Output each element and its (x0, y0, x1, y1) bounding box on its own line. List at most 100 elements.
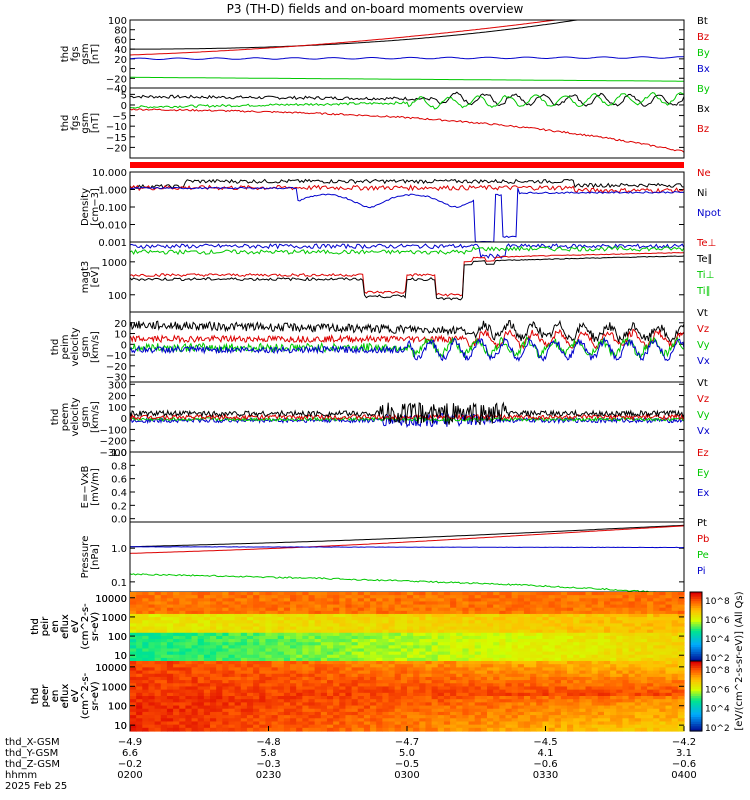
spectrogram-cell (265, 598, 273, 603)
spectrogram-cell (499, 595, 507, 599)
spectrogram-cell (468, 696, 476, 700)
spectrogram-cell (554, 667, 562, 672)
colorbar-tick-label: 10^2 (705, 724, 730, 734)
spectrogram-cell (136, 689, 143, 694)
spectrogram-cell (210, 642, 217, 646)
spectrogram-cell (234, 645, 242, 650)
spectrogram-cell (591, 727, 599, 732)
spectrogram-cell (296, 676, 303, 681)
spectrogram-cell (628, 718, 636, 723)
spectrogram-cell (431, 718, 439, 723)
spectrogram-cell (591, 721, 599, 726)
spectrogram-cell (148, 648, 156, 653)
spectrogram-cell (240, 664, 248, 668)
spectrogram-cell (246, 702, 254, 707)
spectrogram-cell (462, 711, 470, 716)
spectrogram-cell (296, 702, 303, 707)
spectrogram-cell (536, 711, 544, 716)
spectrogram-cell (628, 664, 636, 668)
spectrogram-cell (394, 667, 402, 672)
colorbar-cell (690, 608, 702, 611)
x-row-value: −0.6 (533, 759, 557, 770)
spectrogram-cell (142, 689, 150, 694)
y-tick-label: 1.000 (98, 186, 127, 197)
ylabel-line: sr-eV) (90, 681, 101, 710)
spectrogram-cell (517, 724, 525, 729)
spectrogram-cell (345, 654, 353, 659)
spectrogram-cell (314, 620, 322, 624)
spectrogram-cell (591, 657, 599, 662)
spectrogram-cell (462, 664, 470, 668)
spectrogram-cell (554, 632, 562, 637)
spectrogram-cell (166, 715, 174, 719)
spectrogram-cell (647, 629, 654, 634)
spectrogram-cell (671, 705, 679, 710)
spectrogram-cell (585, 699, 593, 703)
spectrogram-cell (320, 683, 328, 688)
spectrogram-cell (210, 610, 217, 615)
spectrogram-cell (573, 595, 580, 599)
spectrogram-cell (290, 654, 297, 659)
spectrogram-cell (462, 642, 470, 646)
spectrogram-cell (357, 711, 365, 716)
x-row-value: −0.6 (672, 759, 696, 770)
spectrogram-cell (222, 676, 230, 681)
spectrogram-cell (246, 689, 254, 694)
series-by (129, 92, 685, 110)
spectrogram-cell (499, 623, 507, 628)
spectrogram-cell (148, 626, 156, 631)
spectrogram-cell (413, 645, 420, 650)
spectrogram-cell (253, 651, 260, 656)
spectrogram-cell (407, 718, 414, 723)
panel-ylabel: thdpeerenefluxeV(cm^2-s-sr-eV) (30, 672, 101, 719)
spectrogram-cell (160, 667, 168, 672)
spectrogram-cell (388, 639, 396, 643)
spectrogram-cell (173, 595, 180, 599)
spectrogram-cell (487, 645, 494, 650)
spectrogram-cell (345, 708, 353, 713)
spectrogram-cell (376, 689, 383, 694)
spectrogram-cell (603, 686, 611, 691)
colorbar-cell (690, 633, 702, 637)
spectrogram-cell (302, 601, 310, 606)
spectrogram-cell (228, 632, 236, 637)
spectrogram-cell (493, 699, 500, 703)
spectrogram-cell (437, 604, 445, 609)
spectrogram-cell (296, 642, 303, 646)
legend-Vt: Vt (697, 308, 708, 319)
spectrogram-cell (462, 702, 470, 707)
spectrogram-cell (443, 601, 451, 606)
spectrogram-cell (591, 642, 599, 646)
spectrogram-cell (179, 664, 186, 668)
spectrogram-cell (345, 680, 353, 684)
spectrogram-cell (597, 642, 605, 646)
spectrogram-cell (573, 667, 580, 672)
spectrogram-cell (579, 724, 587, 729)
spectrogram-cell (671, 724, 679, 729)
spectrogram-cell (554, 613, 562, 618)
spectrogram-cell (265, 654, 273, 659)
spectrogram-cell (333, 664, 340, 668)
series-bz (129, 19, 684, 56)
spectrogram-cell (283, 595, 291, 599)
spectrogram-cell (388, 664, 396, 668)
spectrogram-cell (314, 661, 322, 665)
spectrogram-cell (308, 696, 316, 700)
spectrogram-cell (160, 702, 168, 707)
spectrogram-cell (560, 629, 568, 634)
spectrogram-cell (659, 620, 667, 624)
spectrogram-cell (450, 626, 457, 631)
spectrogram-cell (191, 613, 199, 618)
spectrogram-cell (425, 683, 433, 688)
spectrogram-cell (597, 626, 605, 631)
spectrogram-cell (234, 715, 242, 719)
spectrogram-cell (610, 623, 617, 628)
spectrogram-cell (597, 617, 605, 621)
spectrogram-cell (474, 724, 482, 729)
spectrogram-cell (567, 686, 574, 691)
spectrogram-cell (351, 617, 359, 621)
spectrogram-cell (517, 673, 525, 678)
spectrogram-cell (573, 708, 580, 713)
spectrogram-cell (339, 699, 347, 703)
